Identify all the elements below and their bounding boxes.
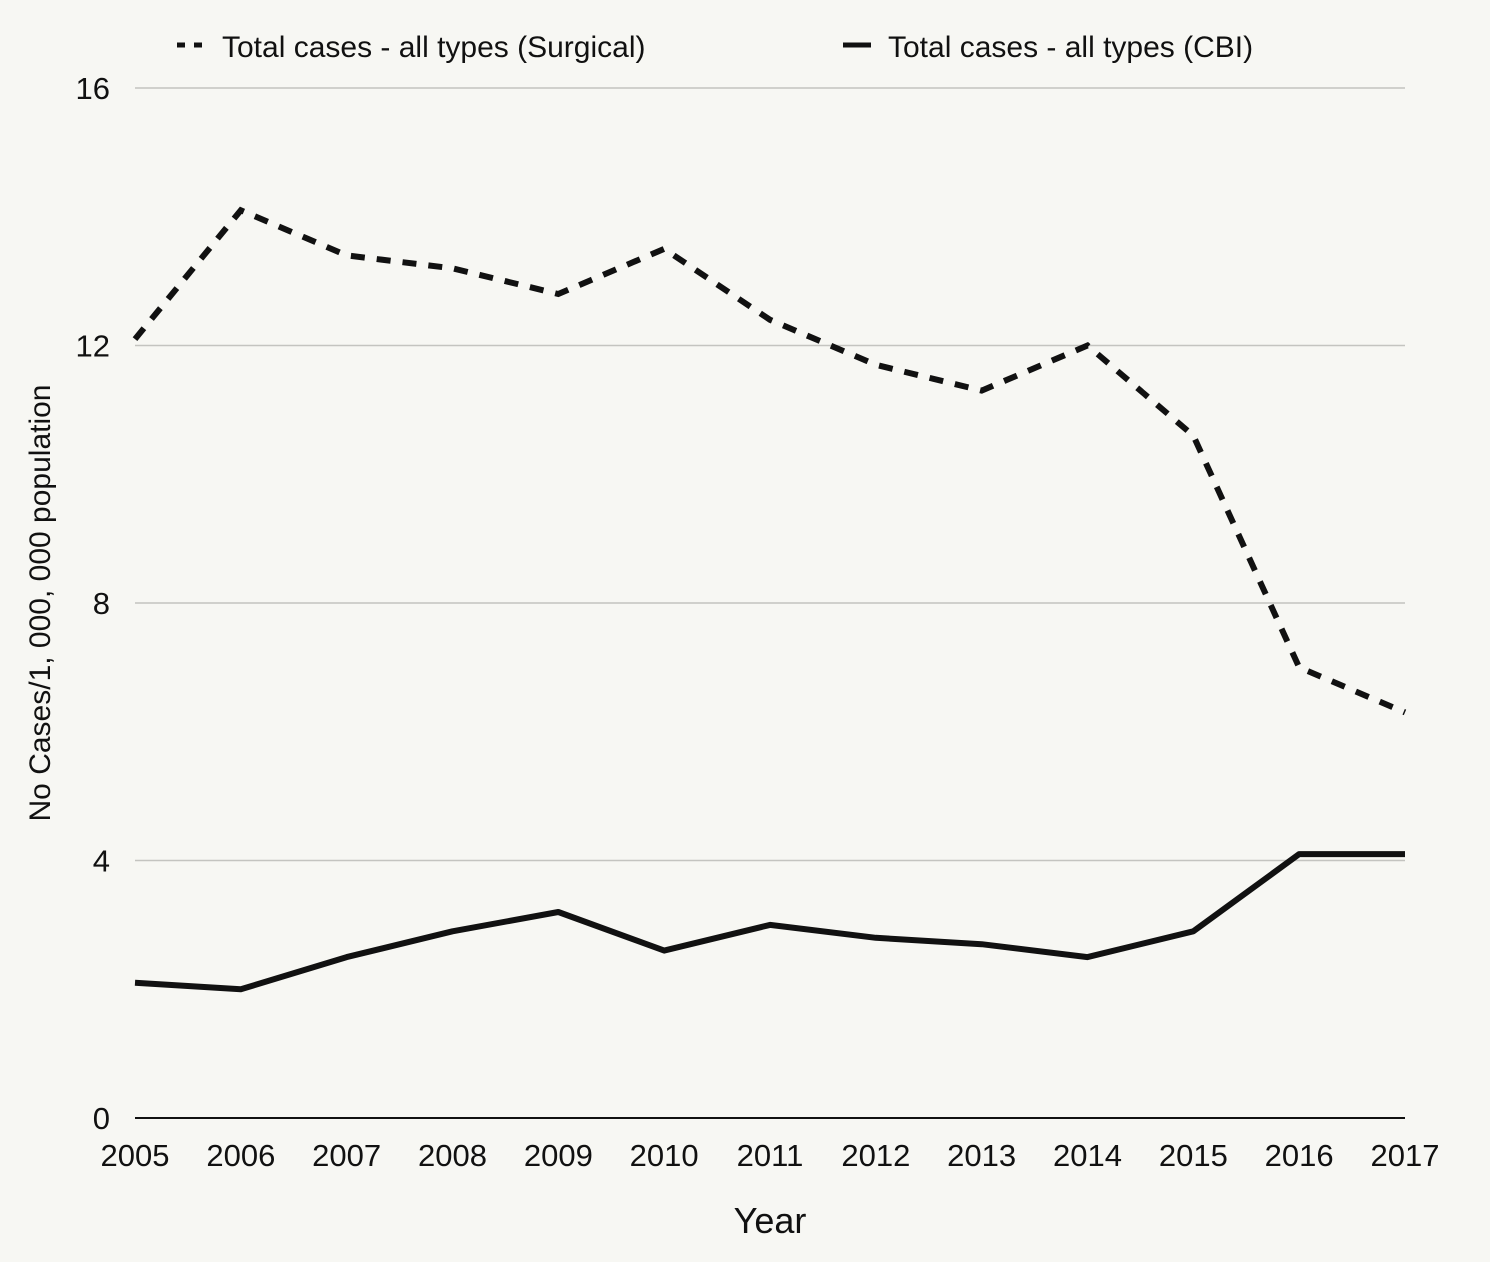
x-axis-title: Year — [734, 1200, 807, 1241]
x-tick-label-2015: 2015 — [1159, 1138, 1228, 1173]
y-tick-label-16: 16 — [76, 71, 110, 106]
legend-label-cbi: Total cases - all types (CBI) — [888, 31, 1253, 64]
x-tick-label-2010: 2010 — [630, 1138, 699, 1173]
y-tick-label-8: 8 — [93, 586, 110, 621]
x-tick-label-2017: 2017 — [1371, 1138, 1440, 1173]
y-tick-label-4: 4 — [93, 844, 110, 879]
gridlines — [135, 87, 1405, 1119]
x-tick-label-2013: 2013 — [947, 1138, 1016, 1173]
legend-item-cbi: Total cases - all types (CBI) — [843, 31, 1253, 64]
data-point-surgical-2012 — [874, 363, 878, 367]
data-point-surgical-2009 — [556, 292, 560, 296]
y-tick-label-12: 12 — [76, 329, 110, 364]
y-tick-label-0: 0 — [93, 1101, 110, 1136]
data-point-surgical-2017 — [1403, 710, 1407, 714]
data-point-cbi-2014 — [1086, 955, 1090, 959]
x-tick-label-2014: 2014 — [1053, 1138, 1122, 1173]
data-point-surgical-2007 — [345, 253, 349, 257]
series-lines — [132, 206, 1407, 993]
data-point-surgical-2011 — [768, 318, 772, 322]
x-tick-label-2011: 2011 — [737, 1138, 804, 1173]
data-point-surgical-2015 — [1191, 434, 1195, 438]
x-tick-label-2005: 2005 — [101, 1138, 170, 1173]
x-tick-label-2008: 2008 — [418, 1138, 487, 1173]
x-tick-label-2007: 2007 — [312, 1138, 381, 1173]
data-point-cbi-2007 — [345, 955, 349, 959]
legend-label-surgical: Total cases - all types (Surgical) — [222, 31, 646, 64]
data-point-surgical-2014 — [1086, 344, 1090, 348]
x-tick-label-2006: 2006 — [206, 1138, 275, 1173]
data-point-surgical-2010 — [662, 247, 666, 251]
legend-item-surgical: Total cases - all types (Surgical) — [177, 31, 646, 64]
axes: 0 4 8 12 16 2005 2006 2007 2008 2009 2010 2011 2012 2… — [76, 71, 1440, 1173]
data-point-cbi-2015 — [1191, 929, 1195, 933]
x-tick-label-2009: 2009 — [524, 1138, 593, 1173]
data-point-cbi-2013 — [980, 942, 984, 946]
data-point-surgical-2005 — [133, 337, 137, 341]
data-point-cbi-2011 — [768, 923, 772, 927]
data-point-cbi-2008 — [451, 929, 455, 933]
x-tick-label-2012: 2012 — [841, 1138, 910, 1173]
data-point-cbi-2005 — [133, 981, 137, 985]
series-line-surgical — [132, 206, 1407, 716]
data-point-cbi-2016 — [1297, 852, 1301, 856]
data-point-surgical-2013 — [980, 389, 984, 393]
y-axis-title: No Cases/1, 000, 000 population — [24, 385, 57, 822]
legend: Total cases - all types (Surgical) Total… — [177, 31, 1253, 64]
data-point-cbi-2006 — [239, 987, 243, 991]
data-point-cbi-2009 — [556, 910, 560, 914]
data-point-surgical-2016 — [1297, 665, 1301, 669]
data-point-surgical-2008 — [451, 266, 455, 270]
data-point-cbi-2012 — [874, 936, 878, 940]
series-line-cbi — [134, 851, 1405, 993]
x-tick-label-2016: 2016 — [1265, 1138, 1334, 1173]
data-point-cbi-2017 — [1403, 852, 1407, 856]
data-point-surgical-2006 — [239, 208, 243, 212]
data-point-cbi-2010 — [662, 949, 666, 953]
